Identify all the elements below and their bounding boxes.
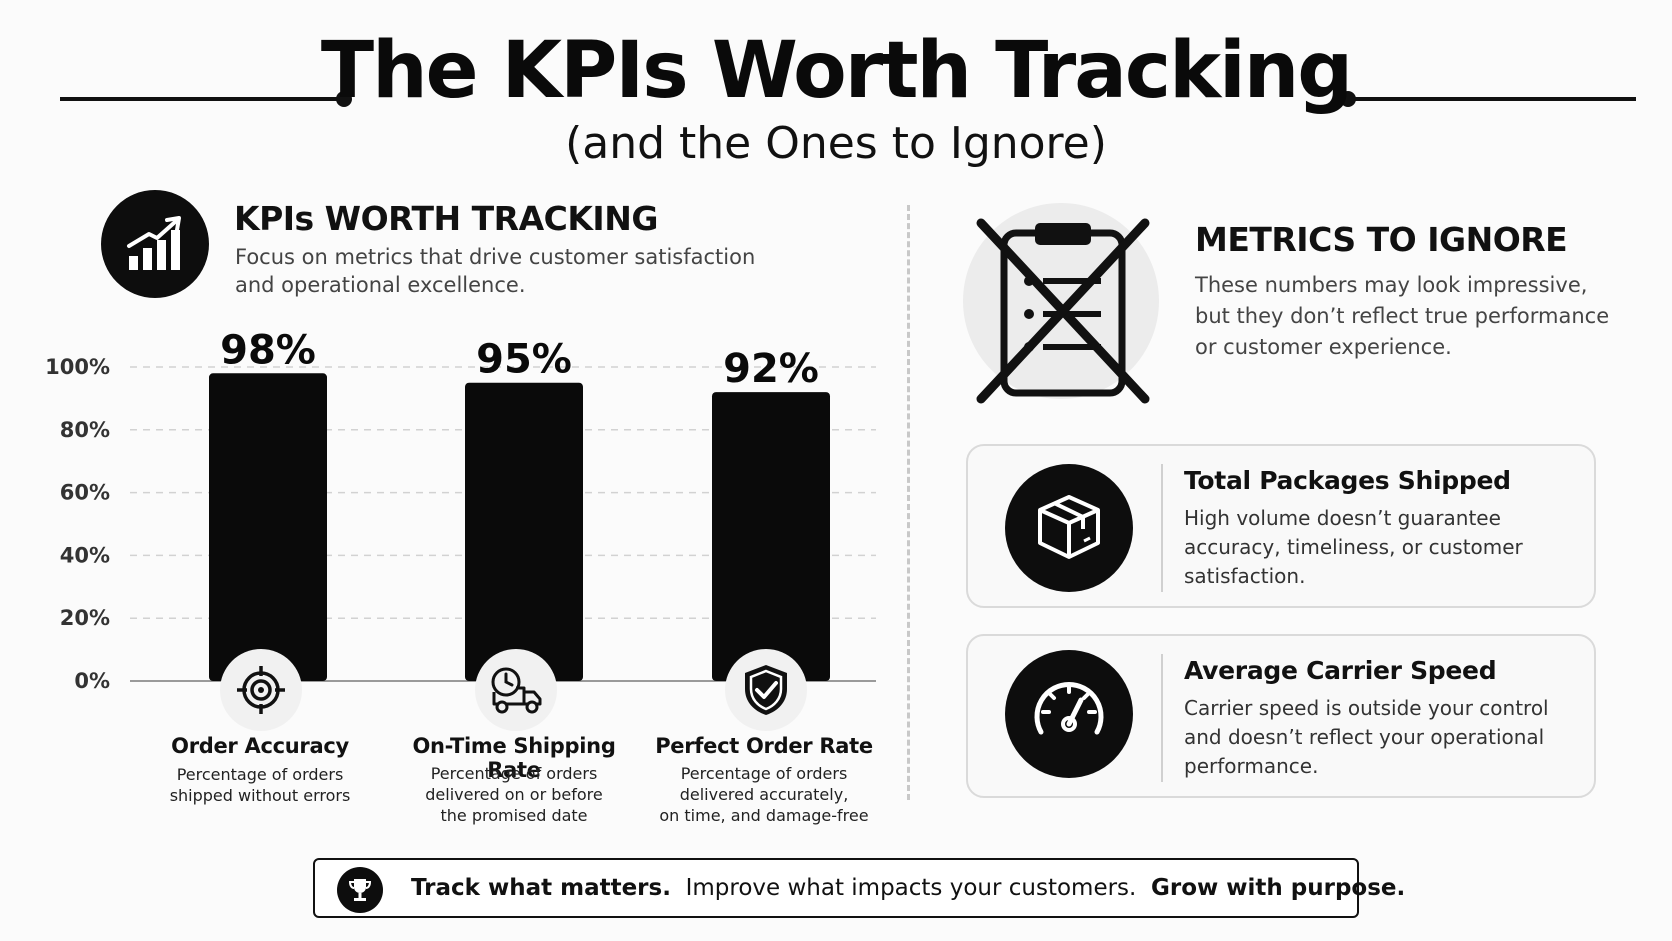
ignore-section-title: METRICS TO IGNORE [1195, 220, 1568, 259]
title-rule-dot-right [1340, 91, 1356, 107]
y-tick-label: 100% [45, 355, 110, 379]
title-rule-dot-left [336, 91, 352, 107]
bar-value-label: 98% [220, 327, 316, 373]
kpi-desc-on-time-shipping: Percentage of orders delivered on or befo… [425, 764, 603, 825]
card-separator [1161, 464, 1163, 592]
bar [209, 373, 327, 681]
kpi-name-on-time-shipping: On-Time Shipping Rate [412, 734, 616, 782]
card-title-total-packages: Total Packages Shipped [1184, 466, 1511, 495]
title-rule-left [60, 97, 342, 101]
target-icon [220, 649, 302, 731]
kpi-name-order-accuracy: Order Accuracy [171, 734, 349, 758]
card-title-carrier-speed: Average Carrier Speed [1184, 656, 1497, 685]
trophy-icon [337, 867, 383, 913]
bar [465, 382, 583, 681]
delivery-truck-clock-icon [475, 649, 557, 731]
kpis-section-desc-line-2: and operational excellence. [235, 273, 526, 297]
ignore-card-carrier-speed: Average Carrier Speed Carrier speed is o… [966, 634, 1596, 798]
bar-value-label: 95% [476, 337, 572, 383]
speedometer-icon [1005, 650, 1133, 778]
card-desc-total-packages: High volume doesn’t guarantee accuracy, t… [1184, 506, 1523, 588]
kpi-desc-perfect-order-rate: Percentage of orders delivered accurately… [659, 764, 869, 825]
y-tick-label: 0% [74, 669, 110, 693]
bar [712, 392, 830, 681]
kpi-desc-order-accuracy: Percentage of orders shipped without erro… [169, 765, 351, 805]
card-desc-carrier-speed: Carrier speed is outside your control and… [1184, 696, 1549, 778]
ignore-card-total-packages: Total Packages Shipped High volume doesn… [966, 444, 1596, 608]
page-title: The KPIs Worth Tracking [320, 26, 1353, 116]
chart-growth-icon [101, 190, 209, 298]
kpis-section-desc-line-1: Focus on metrics that drive customer sat… [235, 245, 756, 269]
y-tick-label: 20% [60, 606, 110, 630]
kpi-name-perfect-order-rate: Perfect Order Rate [655, 734, 873, 758]
footer-banner: Track what matters. Improve what impacts… [313, 858, 1405, 918]
package-box-icon [1005, 464, 1133, 592]
kpis-section-title: KPIs WORTH TRACKING [234, 199, 658, 238]
y-tick-label: 40% [60, 543, 110, 567]
ignore-section-desc: These numbers may look impressive, but t… [1195, 273, 1610, 359]
title-rule-right [1350, 97, 1636, 101]
bar-value-label: 92% [723, 346, 819, 392]
section-divider [907, 205, 910, 800]
crossed-out-clipboard-icon [976, 218, 1150, 404]
footer-tagline: Track what matters. Improve what impacts… [411, 875, 1406, 901]
y-tick-label: 60% [60, 481, 110, 505]
card-separator [1161, 654, 1163, 782]
y-tick-label: 80% [60, 418, 110, 442]
shield-check-icon [725, 649, 807, 731]
page-subtitle: (and the Ones to Ignore) [565, 118, 1107, 169]
kpi-bar-chart: 0% 20% 40% 60% 80% 100% 98% 95% 92% [45, 327, 876, 693]
